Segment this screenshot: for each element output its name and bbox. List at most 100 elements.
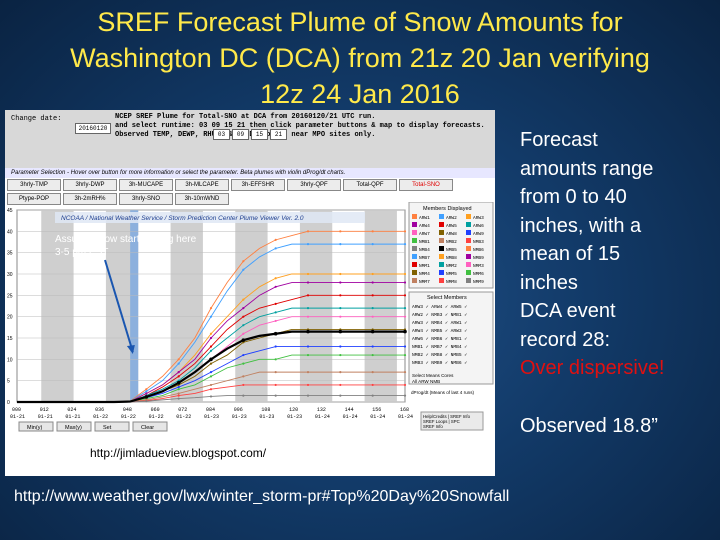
tab-total-sno[interactable]: Total-SNO	[399, 179, 453, 191]
plume-point	[242, 353, 245, 357]
tab-3hrly-tmp[interactable]: 3hrly-TMP	[7, 179, 61, 191]
member-swatch	[466, 230, 471, 235]
plume-point	[339, 315, 342, 318]
viewer-button-bg	[94, 421, 130, 432]
bullet-line: inches	[520, 271, 578, 294]
runtime-03[interactable]: 03	[213, 129, 230, 140]
member-label: NMB2	[446, 239, 457, 245]
plume-viewer-screenshot: Change date: 20160120 NCEP SREF Plume fo…	[5, 110, 495, 476]
x-tick-label: 084	[206, 407, 215, 413]
tab-3h-10mwnd[interactable]: 3h-10mWND	[175, 193, 229, 205]
plume-point	[274, 247, 277, 250]
y-tick-label: 40	[7, 229, 13, 235]
tab-3h-2mrh-[interactable]: 3h-2mRH%	[63, 193, 117, 205]
select-row[interactable]: ARW3 ✓ NMB4 ✓ ARW1 ✓	[412, 320, 467, 326]
dprog-label: dProg/dt (Means of last 4 runs)	[411, 390, 475, 395]
tab-total-qpf[interactable]: Total-QPF	[343, 179, 397, 191]
select-row[interactable]: NMB3 ✓ NMB9 ✓ NMB6 ✓	[412, 360, 467, 366]
y-tick-label: 0	[7, 400, 10, 406]
source-credit: http://jimladueview.blogspot.com/	[90, 446, 267, 460]
tab-3hrly-sno[interactable]: 3hrly-SNO	[119, 193, 173, 205]
plume-point	[338, 329, 343, 334]
tab-3hrly-dwp[interactable]: 3hrly-DWP	[63, 179, 117, 191]
viewer-button[interactable]: Min(y)	[27, 425, 42, 431]
annotation-line: 3-5 pm EST	[55, 247, 108, 258]
member-label: NMM5	[446, 271, 457, 277]
plume-point	[177, 388, 180, 391]
plume-point	[209, 362, 213, 365]
plume-point	[209, 349, 213, 352]
tab-3hrly-qpf[interactable]: 3hrly-QPF	[287, 179, 341, 191]
select-row[interactable]: NMB1 ✓ NMB7 ✓ NMB4 ✓	[412, 344, 467, 350]
plume-point	[242, 268, 245, 271]
select-row[interactable]: ARW2 ✓ NMB3 ✓ NMB1 ✓	[412, 312, 467, 318]
night-band	[41, 210, 74, 402]
member-swatch	[439, 262, 444, 267]
plume-point	[209, 336, 213, 340]
members-panel	[408, 202, 494, 289]
select-row[interactable]: NMB2 ✓ NMB8 ✓ NMB5 ✓	[412, 352, 467, 358]
annotation-line: Assume snow starts falling here	[55, 234, 197, 245]
member-label: NMB3	[473, 239, 484, 245]
reference-link[interactable]: http://www.weather.gov/lwx/winter_storm-…	[14, 488, 510, 505]
help-line[interactable]: Help/Credits | SREF Info	[423, 414, 471, 419]
bullet-text: Forecast amounts range from 0 to 40 inches,…	[520, 126, 715, 383]
plume-point	[371, 307, 374, 310]
plume-point	[371, 345, 374, 348]
plume-point	[403, 353, 407, 357]
y-tick-label: 35	[7, 251, 13, 257]
plume-point	[306, 371, 310, 374]
member-label: NMB1	[419, 239, 430, 245]
runtime-buttons: 03 09 15 21	[213, 123, 289, 141]
x-tick-label: 072	[178, 407, 187, 413]
x-date-label: 01-24	[343, 414, 358, 420]
help-line[interactable]: SREF Info	[423, 424, 443, 429]
plume-point	[339, 294, 342, 297]
plume-point	[176, 381, 181, 385]
plume-point	[145, 400, 148, 403]
bullet-line: from 0 to 40	[520, 186, 627, 208]
plume-point	[339, 345, 342, 348]
member-label: NMB6	[473, 247, 484, 253]
runtime-09[interactable]: 09	[232, 129, 249, 140]
annotation-arrow	[104, 259, 134, 353]
member-swatch	[466, 270, 471, 275]
plume-point	[306, 383, 310, 387]
plume-point	[403, 394, 407, 397]
plume-point	[306, 315, 310, 318]
plume-point	[209, 388, 213, 391]
plume-point	[144, 395, 149, 399]
tab-3h-mlcape[interactable]: 3h-MLCAPE	[175, 179, 229, 191]
bullet-line: amounts range	[520, 157, 654, 180]
plume-point	[339, 230, 342, 233]
runtime-21[interactable]: 21	[270, 129, 287, 140]
select-row[interactable]: ARW3 ✓ ARW4 ✓ ARW5 ✓	[412, 304, 467, 310]
date-input[interactable]: 20160120	[75, 123, 111, 134]
x-tick-label: 060	[151, 407, 160, 413]
viewer-button[interactable]: Set	[103, 425, 112, 431]
x-tick-label: 024	[67, 407, 76, 413]
runtime-15[interactable]: 15	[251, 129, 268, 140]
select-cores[interactable]: All ARW NMB	[412, 379, 440, 384]
tab-3h-mucape[interactable]: 3h-MUCAPE	[119, 179, 173, 191]
member-swatch	[412, 238, 417, 243]
plume-point	[177, 385, 180, 389]
tab-ptype-pop[interactable]: Ptype-POP	[7, 193, 61, 205]
member-swatch	[412, 214, 417, 219]
select-row[interactable]: ARW6 ✓ NMB6 ✓ NMB1 ✓	[412, 336, 467, 342]
plume-point	[242, 383, 245, 387]
x-date-label: 01-23	[204, 414, 219, 420]
viewer-button[interactable]: Clear	[141, 425, 154, 431]
observed-text: Observed 18.8”	[520, 415, 658, 437]
member-label: NMB5	[446, 247, 457, 253]
viewer-button[interactable]: Max(y)	[65, 425, 82, 431]
select-row[interactable]: ARW4 ✓ NMB5 ✓ ARW3 ✓	[412, 328, 467, 334]
help-line[interactable]: SREF Loops | SPC	[423, 419, 460, 424]
plume-point	[274, 319, 277, 323]
plume-point	[339, 383, 342, 387]
plot-area	[16, 209, 406, 403]
y-tick-label: 20	[7, 315, 13, 321]
parameter-bar: Parameter Selection - Hover over button …	[5, 168, 495, 178]
member-swatch	[439, 222, 444, 227]
tab-3h-effshr[interactable]: 3h-EFFSHR	[231, 179, 285, 191]
